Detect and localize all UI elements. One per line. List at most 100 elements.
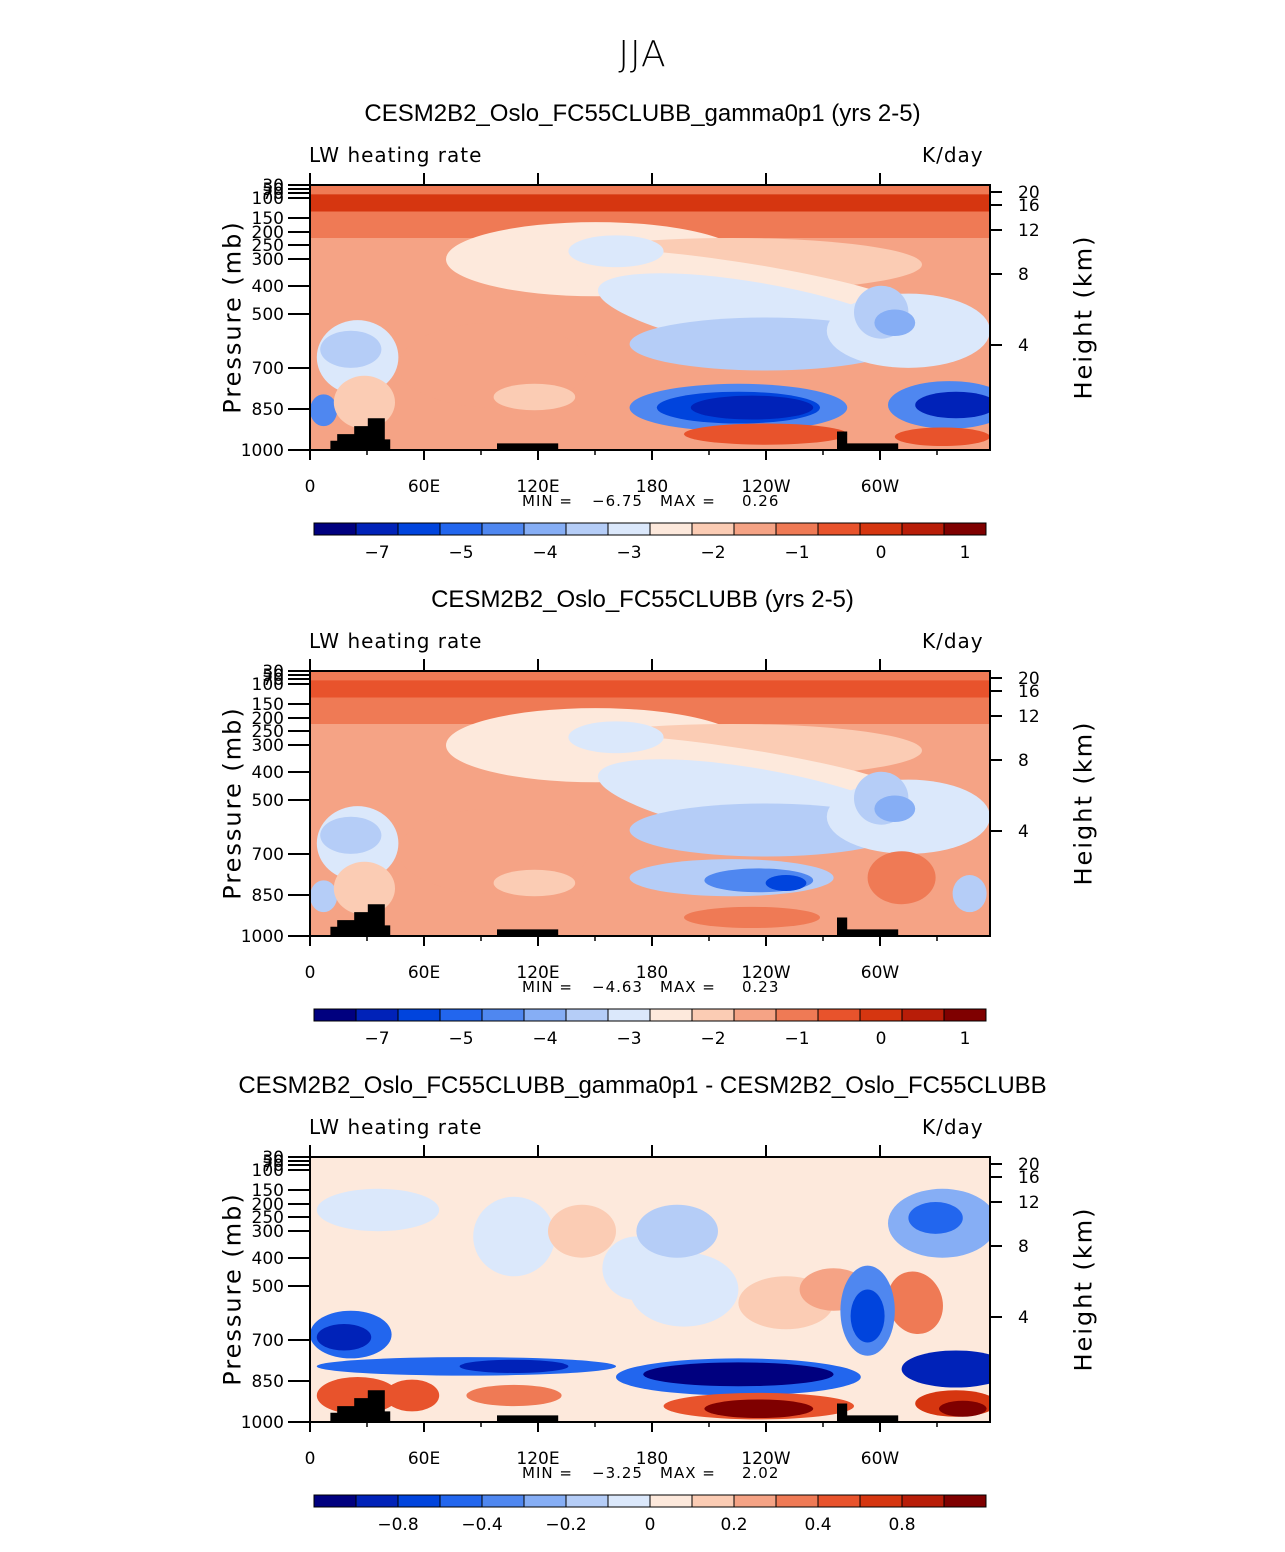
topography-asia	[497, 929, 559, 936]
x-tick-label: 60E	[408, 1449, 440, 1469]
colorbar-segment	[733, 1494, 777, 1508]
colorbar-label: 0	[876, 543, 887, 563]
min-label: MIN =	[522, 1464, 573, 1482]
y-tick-label: 200	[252, 1195, 284, 1215]
contour-region	[636, 1204, 718, 1258]
y-tick-label: 100	[252, 189, 284, 209]
y-right-tick-label: 16	[1018, 1168, 1040, 1188]
y-tick-label: 700	[252, 845, 284, 865]
colorbar-segment	[691, 1008, 735, 1022]
colorbar-segment	[943, 522, 987, 536]
colorbar-segment	[901, 1008, 945, 1022]
plot-frame	[309, 670, 991, 937]
topography-andes	[837, 917, 899, 936]
y-right-tick-label: 20	[1018, 1155, 1040, 1175]
y-tick-label: 500	[252, 1277, 284, 1297]
contour-region	[459, 1359, 569, 1373]
y-tick-label: 850	[252, 886, 284, 906]
x-tick-label: 60E	[408, 963, 440, 983]
colorbar-segment	[733, 522, 777, 536]
colorbar-segment	[313, 1008, 357, 1022]
topography-andes	[837, 431, 899, 450]
y-tick-label: 150	[252, 1181, 284, 1201]
x-tick-label: 180	[636, 477, 668, 497]
colorbar-label: −2	[700, 1029, 725, 1049]
units-label: K/day	[922, 143, 984, 167]
contour-band	[310, 194, 990, 212]
contour-region	[493, 869, 576, 897]
colorbar-label: 0	[876, 1029, 887, 1049]
colorbar-segment	[397, 522, 441, 536]
min-value: −4.63	[592, 978, 643, 996]
y-tick-label: 300	[252, 250, 284, 270]
panel-title: CESM2B2_Oslo_FC55CLUBB (yrs 2-5)	[431, 586, 854, 613]
y-right-tick-label: 16	[1018, 196, 1040, 216]
x-tick-label: 120W	[741, 477, 790, 497]
contour-region	[684, 423, 848, 445]
y-right-tick-label: 12	[1018, 707, 1040, 727]
y-tick-label: 400	[252, 1249, 284, 1269]
colorbar-label: −3	[616, 543, 641, 563]
contour-region	[316, 1188, 440, 1232]
contour-region	[333, 861, 395, 915]
colorbar-segment	[607, 1008, 651, 1022]
colorbar-label: −0.4	[461, 1515, 502, 1535]
colorbar-segment	[859, 522, 903, 536]
y-tick-label: 50	[262, 1152, 284, 1172]
colorbar-segment	[523, 522, 567, 536]
colorbar-segment	[481, 522, 525, 536]
contour-band	[310, 185, 990, 195]
colorbar-label: 1	[960, 1029, 971, 1049]
colorbar-segment	[607, 1494, 651, 1508]
contour-region	[952, 875, 987, 913]
y-right-tick-label: 4	[1018, 822, 1029, 842]
y-tick-label: 70	[262, 670, 284, 690]
y-tick-label: 700	[252, 1331, 284, 1351]
y-right-tick-label: 4	[1018, 336, 1029, 356]
x-tick-label: 60W	[861, 1449, 900, 1469]
plot-frame	[309, 1156, 991, 1423]
colorbar-segment	[817, 1494, 861, 1508]
y-right-tick-label: 20	[1018, 669, 1040, 689]
y-right-tick-label: 12	[1018, 221, 1040, 241]
topography-asia	[497, 443, 559, 450]
y-tick-label: 30	[262, 1148, 284, 1168]
colorbar-segment	[943, 1008, 987, 1022]
colorbar-segment	[481, 1008, 525, 1022]
contour-region	[568, 721, 664, 754]
min-label: MIN =	[522, 978, 573, 996]
contour-region	[915, 391, 990, 419]
y-right-tick-label: 20	[1018, 183, 1040, 203]
y-right-tick-label: 12	[1018, 1193, 1040, 1213]
min-value: −3.25	[592, 1464, 643, 1482]
colorbar-segment	[565, 1008, 609, 1022]
colorbar-label: 0.2	[720, 1515, 747, 1535]
x-tick-label: 0	[305, 1449, 316, 1469]
y-tick-label: 850	[252, 400, 284, 420]
x-tick-label: 180	[636, 1449, 668, 1469]
contour-region	[643, 1362, 834, 1387]
colorbar-segment	[355, 1494, 399, 1508]
colorbar-label: 0.8	[888, 1515, 915, 1535]
x-tick-label: 120E	[516, 477, 559, 497]
colorbar-segment	[901, 522, 945, 536]
x-tick-label: 60W	[861, 963, 900, 983]
contour-region	[901, 1350, 990, 1388]
x-tick-label: 120E	[516, 1449, 559, 1469]
y-tick-label: 400	[252, 763, 284, 783]
max-label: MAX =	[660, 1464, 716, 1482]
topography-africa	[330, 418, 391, 450]
contour-plot: 0 60E 120E 180 120W 60W3050701001502002503004…	[241, 659, 1040, 1049]
y-tick-label: 70	[262, 184, 284, 204]
y-tick-label: 300	[252, 1222, 284, 1242]
colorbar-segment	[607, 522, 651, 536]
colorbar-segment	[565, 522, 609, 536]
season-title: JJA	[618, 34, 667, 75]
colorbar-segment	[397, 1494, 441, 1508]
colorbar-segment	[355, 522, 399, 536]
colorbar-segment	[859, 1494, 903, 1508]
colorbar-segment	[733, 1008, 777, 1022]
colorbar-label: −5	[448, 1029, 473, 1049]
contour-region	[310, 394, 338, 427]
contour-region	[548, 1204, 616, 1258]
